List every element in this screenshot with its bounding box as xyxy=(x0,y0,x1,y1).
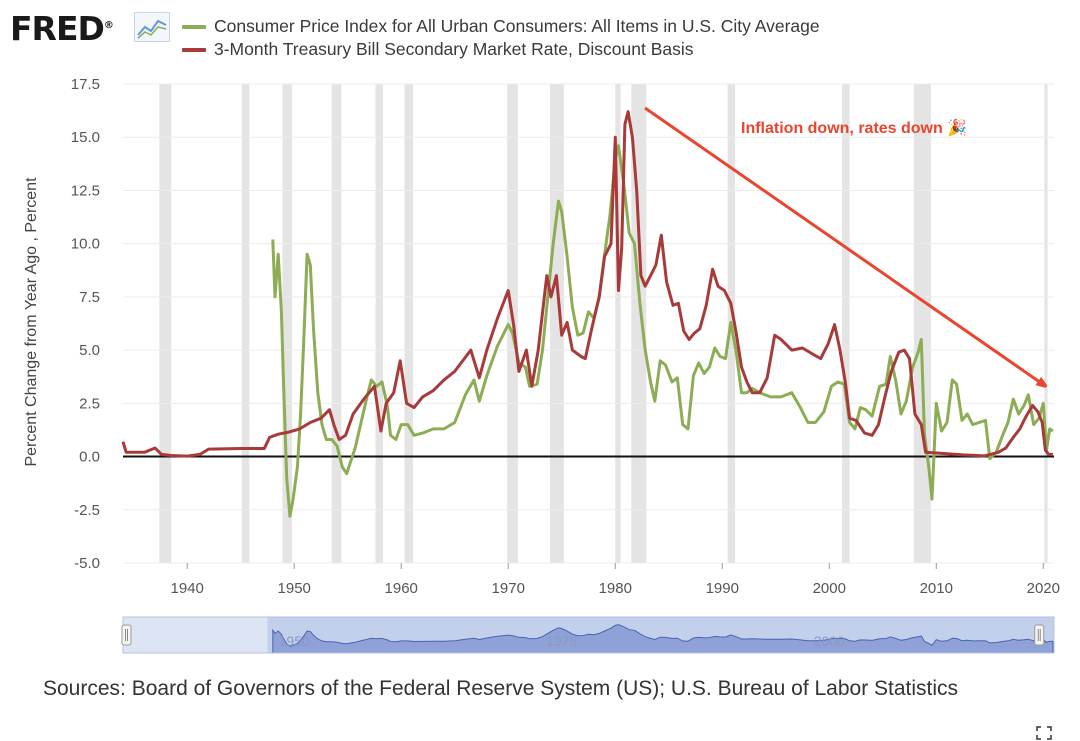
y-tick-label: 0.0 xyxy=(79,449,100,466)
recession-band xyxy=(241,84,250,563)
y-tick-label: 5.0 xyxy=(79,342,100,359)
x-tick-label: 2010 xyxy=(920,580,953,597)
range-navigator[interactable]: 1950 1975 2000 xyxy=(121,616,1055,654)
x-tick-label: 1990 xyxy=(706,580,739,597)
trend-arrow xyxy=(644,106,1044,385)
recession-band xyxy=(913,84,931,563)
recession-band xyxy=(331,84,342,563)
x-tick-label: 1940 xyxy=(171,580,204,597)
chart-logo-icon xyxy=(134,12,170,42)
legend-swatch-tbill xyxy=(182,47,206,52)
legend-item-cpi[interactable]: Consumer Price Index for All Urban Consu… xyxy=(182,15,820,38)
legend-label-tbill: 3-Month Treasury Bill Secondary Market R… xyxy=(214,39,694,59)
navigator-handle-left[interactable] xyxy=(121,624,132,646)
recession-band xyxy=(375,84,384,563)
recession-band xyxy=(615,84,621,563)
y-tick-label: -2.5 xyxy=(74,502,100,519)
y-tick-label: 15.0 xyxy=(71,129,100,146)
y-tick-label: 10.0 xyxy=(71,236,100,253)
expand-icon[interactable] xyxy=(1036,726,1052,740)
source-text: Sources: Board of Governors of the Feder… xyxy=(43,677,959,700)
y-tick-label: 7.5 xyxy=(79,289,100,306)
legend-item-tbill[interactable]: 3-Month Treasury Bill Secondary Market R… xyxy=(182,38,820,61)
x-tick-label: 1950 xyxy=(278,580,311,597)
x-tick-label: 2020 xyxy=(1027,580,1060,597)
x-tick-label: 1970 xyxy=(492,580,525,597)
navigator-label: 2000 xyxy=(814,633,845,649)
y-tick-label: 17.5 xyxy=(71,76,100,93)
navigator-handle-right[interactable] xyxy=(1034,624,1045,646)
legend-label-cpi: Consumer Price Index for All Urban Consu… xyxy=(214,16,820,36)
gridlines xyxy=(123,83,1054,564)
chart-legend: Consumer Price Index for All Urban Consu… xyxy=(182,15,820,61)
recession-band xyxy=(1044,84,1048,563)
x-tick-label: 1960 xyxy=(385,580,418,597)
series-line-tbill xyxy=(121,110,1053,458)
recession-band xyxy=(842,84,850,563)
y-tick-label: 2.5 xyxy=(79,395,100,412)
navigator-series-area xyxy=(272,624,1054,654)
y-axis-ticks: -5.0 -2.5 0.0 2.5 5.0 7.5 10.0 12.5 15.0 17.5 xyxy=(71,76,100,572)
recession-band xyxy=(631,84,647,563)
navigator-label: 1950 xyxy=(279,633,310,649)
annotation-text: Inflation down, rates down 🎉 xyxy=(741,118,967,137)
x-tick-label: 2000 xyxy=(813,580,846,597)
series-lines xyxy=(121,110,1054,518)
y-tick-label: -5.0 xyxy=(74,555,100,572)
fred-logo[interactable]: FRED® xyxy=(10,9,114,48)
series-line-cpi xyxy=(271,144,1054,518)
navigator-mask xyxy=(123,617,268,653)
legend-swatch-cpi xyxy=(182,24,206,29)
y-tick-label: 12.5 xyxy=(71,182,100,199)
navigator-label: 1975 xyxy=(546,633,577,649)
recession-band xyxy=(404,84,414,563)
recession-band xyxy=(282,84,293,563)
recession-band xyxy=(159,84,172,563)
x-axis-ticks: 1940 1950 1960 1970 1980 1990 2000 2010 2020 xyxy=(171,563,1060,597)
x-tick-label: 1980 xyxy=(599,580,632,597)
plot-area xyxy=(123,84,1054,563)
plot-background xyxy=(123,84,1054,563)
